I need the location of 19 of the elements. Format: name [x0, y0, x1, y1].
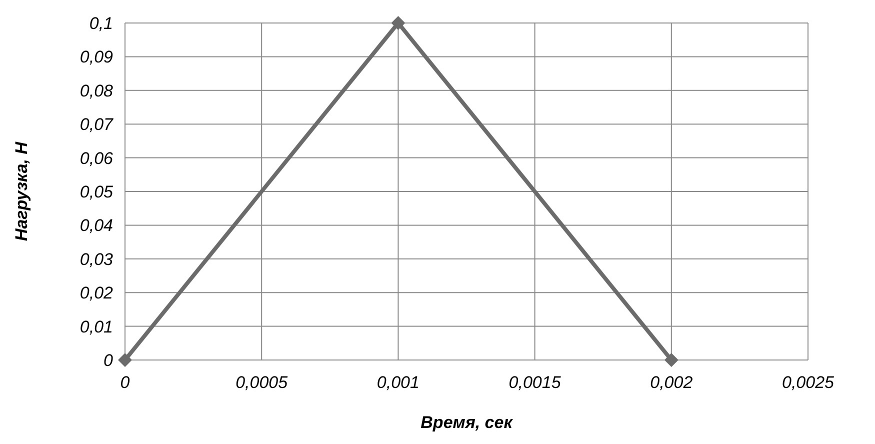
y-tick-label: 0,02 [80, 284, 114, 303]
y-tick-label: 0,01 [80, 317, 113, 336]
x-axis-title: Время, сек [420, 413, 514, 432]
x-tick-label: 0 [120, 373, 130, 392]
y-axis-title: Нагрузка, Н [12, 141, 31, 242]
y-tick-label: 0,03 [80, 250, 114, 269]
x-tick-label: 0,0005 [236, 373, 288, 392]
y-tick-label: 0,1 [89, 14, 113, 33]
y-tick-label: 0,07 [80, 115, 114, 134]
y-tick-label: 0 [104, 350, 114, 370]
x-tick-label: 0,001 [376, 373, 420, 392]
y-tick-label: 0,06 [80, 148, 114, 168]
x-tick-label: 0,002 [650, 373, 694, 392]
y-tick-label: 0,08 [80, 81, 114, 100]
y-tick-label: 0,05 [80, 182, 114, 202]
y-tick-label: 0,09 [80, 48, 114, 67]
x-tick-label: 0,0025 [782, 373, 835, 392]
y-tick-label: 0,04 [80, 216, 113, 236]
x-tick-label: 0,0015 [508, 373, 562, 392]
